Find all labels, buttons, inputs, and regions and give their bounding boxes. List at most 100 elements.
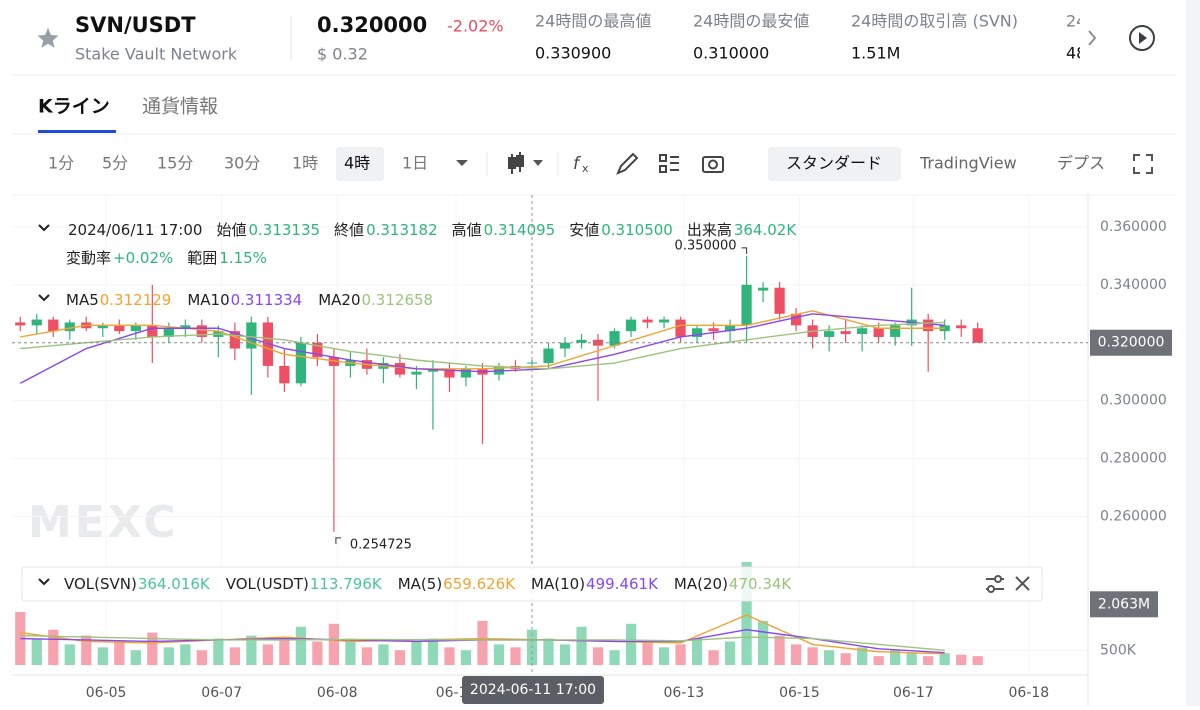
volume-bar: [64, 644, 75, 665]
candle-body: [774, 287, 785, 314]
volume-bar: [741, 562, 752, 665]
stat-label: 24時間の取引高 (SVN): [851, 12, 1018, 31]
volume-bar: [394, 650, 406, 665]
candle-body: [708, 328, 719, 332]
info-row: 変動率 +0.02% 範囲 1.15%: [66, 249, 267, 267]
crosshair-box: [461, 676, 604, 704]
tab[interactable]: Kライン: [38, 96, 110, 118]
volume-bar: [246, 635, 257, 665]
volume-bar: [361, 647, 373, 665]
y-tick-label: 0.300000: [1100, 393, 1167, 409]
volume-bar: [444, 647, 455, 665]
info-item: MA(20): [674, 575, 728, 593]
interval[interactable]: 4時: [344, 154, 370, 173]
info-item: 0.312658: [362, 291, 434, 309]
camera-icon[interactable]: [702, 156, 724, 173]
volume-bar: [460, 650, 472, 665]
volume-bar: [48, 629, 59, 665]
volume-bar: [477, 620, 488, 665]
settings-knob: [987, 585, 995, 593]
volume-bar: [972, 656, 983, 665]
candle-body: [576, 339, 587, 343]
volume-bar: [757, 620, 769, 665]
tab[interactable]: 通貨情報: [142, 96, 218, 118]
candle-body: [163, 328, 174, 337]
info-item: 0.312129: [100, 291, 172, 309]
volume-bar: [956, 654, 967, 665]
candle-body: [873, 328, 884, 337]
candle-body: [411, 371, 422, 375]
ma-line: [20, 614, 945, 655]
interval[interactable]: 1時: [292, 154, 318, 173]
info-item: VOL(USDT): [226, 575, 309, 593]
side-strip: [1186, 0, 1200, 706]
favorite-star[interactable]: [37, 28, 59, 48]
info-item: 安値: [569, 221, 599, 239]
tradingview-button[interactable]: TradingView: [919, 154, 1017, 173]
tab-underline: [38, 130, 116, 133]
layout-icon[interactable]: [659, 154, 679, 173]
play-button[interactable]: [1129, 25, 1155, 51]
volume-bar: [114, 641, 125, 665]
interval[interactable]: 1日: [402, 154, 428, 173]
candle-type-dropdown[interactable]: [533, 160, 543, 166]
high-note: 0.350000: [675, 238, 737, 253]
collapse-chevron[interactable]: [38, 578, 50, 586]
close-icon[interactable]: [1015, 576, 1030, 591]
interval[interactable]: 15分: [157, 154, 193, 173]
volume-bar: [213, 638, 224, 665]
collapse-chevron[interactable]: [38, 224, 50, 232]
standard-button[interactable]: [768, 147, 901, 181]
candle-body: [295, 342, 307, 384]
fullscreen-icon[interactable]: [1133, 154, 1153, 174]
info-item: 2024/06/11 17:00: [68, 221, 202, 239]
candle-body: [15, 322, 26, 326]
volume-bar: [890, 650, 901, 665]
intervals: 1分 5分 15分 30分 1時 4時 1日: [48, 147, 428, 181]
info-row: VOL(SVN)364.016K VOL(USDT)113.796K MA(5)65…: [64, 575, 792, 593]
volume-bar: [906, 653, 917, 665]
volume-bar: [279, 638, 290, 665]
candle-body: [130, 325, 141, 332]
depth-button[interactable]: デプス: [1057, 154, 1105, 173]
candle-body: [724, 325, 736, 332]
y-tick-label: 0.260000: [1100, 509, 1167, 525]
interval-dropdown[interactable]: [456, 160, 468, 166]
volume-bar: [559, 644, 571, 665]
interval[interactable]: 1分: [48, 154, 74, 173]
symbol: SVN/USDT: [75, 13, 196, 37]
volume-bar: [691, 638, 703, 665]
volume-bar: [543, 638, 554, 665]
info-item: 499.461K: [586, 575, 659, 593]
next-arrow[interactable]: [1088, 30, 1097, 46]
last-price-box: [1090, 329, 1172, 356]
volume-bar: [345, 638, 356, 665]
candle-body: [890, 325, 901, 337]
volume-bar: [411, 641, 422, 665]
candle-body: [675, 319, 686, 337]
info-item: 終値: [334, 221, 364, 239]
low-note: 0.254725: [350, 537, 412, 552]
volume-bar: [312, 641, 323, 665]
draw-icon[interactable]: [616, 152, 639, 175]
candle-body: [444, 368, 455, 378]
vol-marker-label: 2.063M: [1098, 596, 1150, 612]
info-item: 0.313182: [366, 221, 438, 239]
marks: [15, 255, 983, 665]
header-bg: [12, 0, 1176, 75]
crosshair-label: 2024-06-11 17:00: [470, 682, 596, 698]
indicator-icon[interactable]: f: [573, 154, 582, 174]
last-price: 0.320000: [317, 13, 427, 37]
collapse-chevron[interactable]: [38, 294, 50, 302]
volume-bar: [609, 650, 620, 665]
info-item: 364.016K: [138, 575, 211, 593]
interval[interactable]: 30分: [224, 154, 260, 173]
candle-body: [97, 325, 108, 329]
volume-bar: [97, 647, 108, 665]
last-price-label: 0.320000: [1098, 335, 1165, 351]
volume-bar: [807, 647, 818, 665]
interval[interactable]: 5分: [102, 154, 128, 173]
candle-type-icon[interactable]: [508, 152, 524, 174]
volume-bar: [790, 644, 802, 665]
overlay: 0.320000 2.063M 2024-06-11 17:00 0.350000 0.…: [12, 195, 1172, 704]
